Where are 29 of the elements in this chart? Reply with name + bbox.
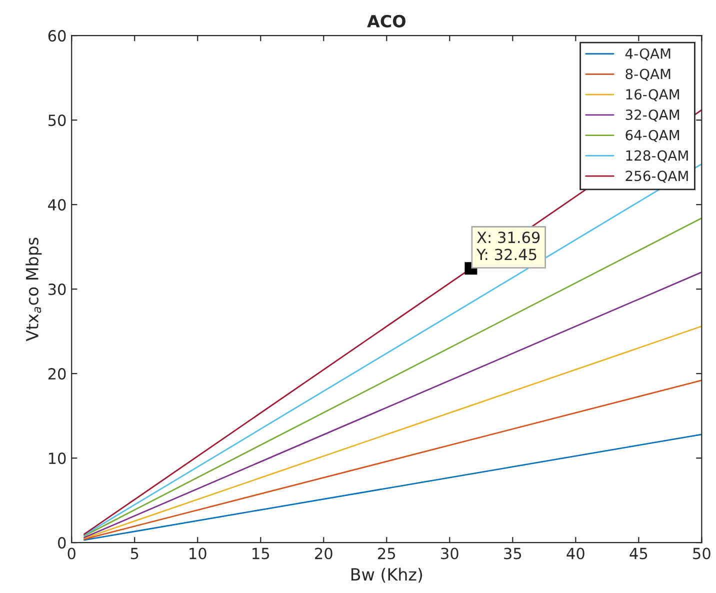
legend-label: 256-QAM (626, 170, 688, 183)
legend-label: 16-QAM (626, 89, 679, 102)
y-axis-title: Vtx$_{a}$co Mbps (26, 238, 42, 342)
legend-label: 32-QAM (626, 109, 679, 122)
x-tick-label: 45 (630, 548, 648, 560)
x-tick-label: 25 (378, 548, 396, 560)
x-tick-label: 35 (504, 548, 522, 560)
y-tick-label: 20 (48, 368, 66, 380)
y-tick-label: 0 (58, 537, 66, 549)
y-tick-label: 50 (48, 114, 66, 126)
x-axis-title: Bw (Khz) (351, 568, 422, 583)
x-tick-label: 30 (441, 548, 458, 560)
y-tick-label: 10 (48, 452, 66, 464)
y-tick-label: 30 (48, 284, 66, 296)
x-tick-label: 40 (566, 548, 584, 560)
x-tick-label: 20 (315, 548, 332, 560)
legend-label: 8-QAM (626, 68, 670, 81)
annotation: X: 31.69 Y: 32.45 (476, 232, 540, 260)
y-tick-label: 40 (48, 199, 66, 211)
chart-title: ACO (367, 14, 406, 28)
x-tick-label: 50 (693, 548, 710, 560)
x-tick-label: 5 (130, 548, 138, 560)
legend-label: 128-QAM (626, 150, 688, 162)
legend-label: 4-QAM (625, 48, 670, 60)
y-tick-label: 60 (48, 30, 66, 42)
x-tick-label: 10 (190, 548, 206, 560)
x-tick-label: 0 (68, 548, 76, 560)
x-tick-label: 15 (252, 548, 270, 560)
legend-label: 64-QAM (626, 130, 679, 142)
